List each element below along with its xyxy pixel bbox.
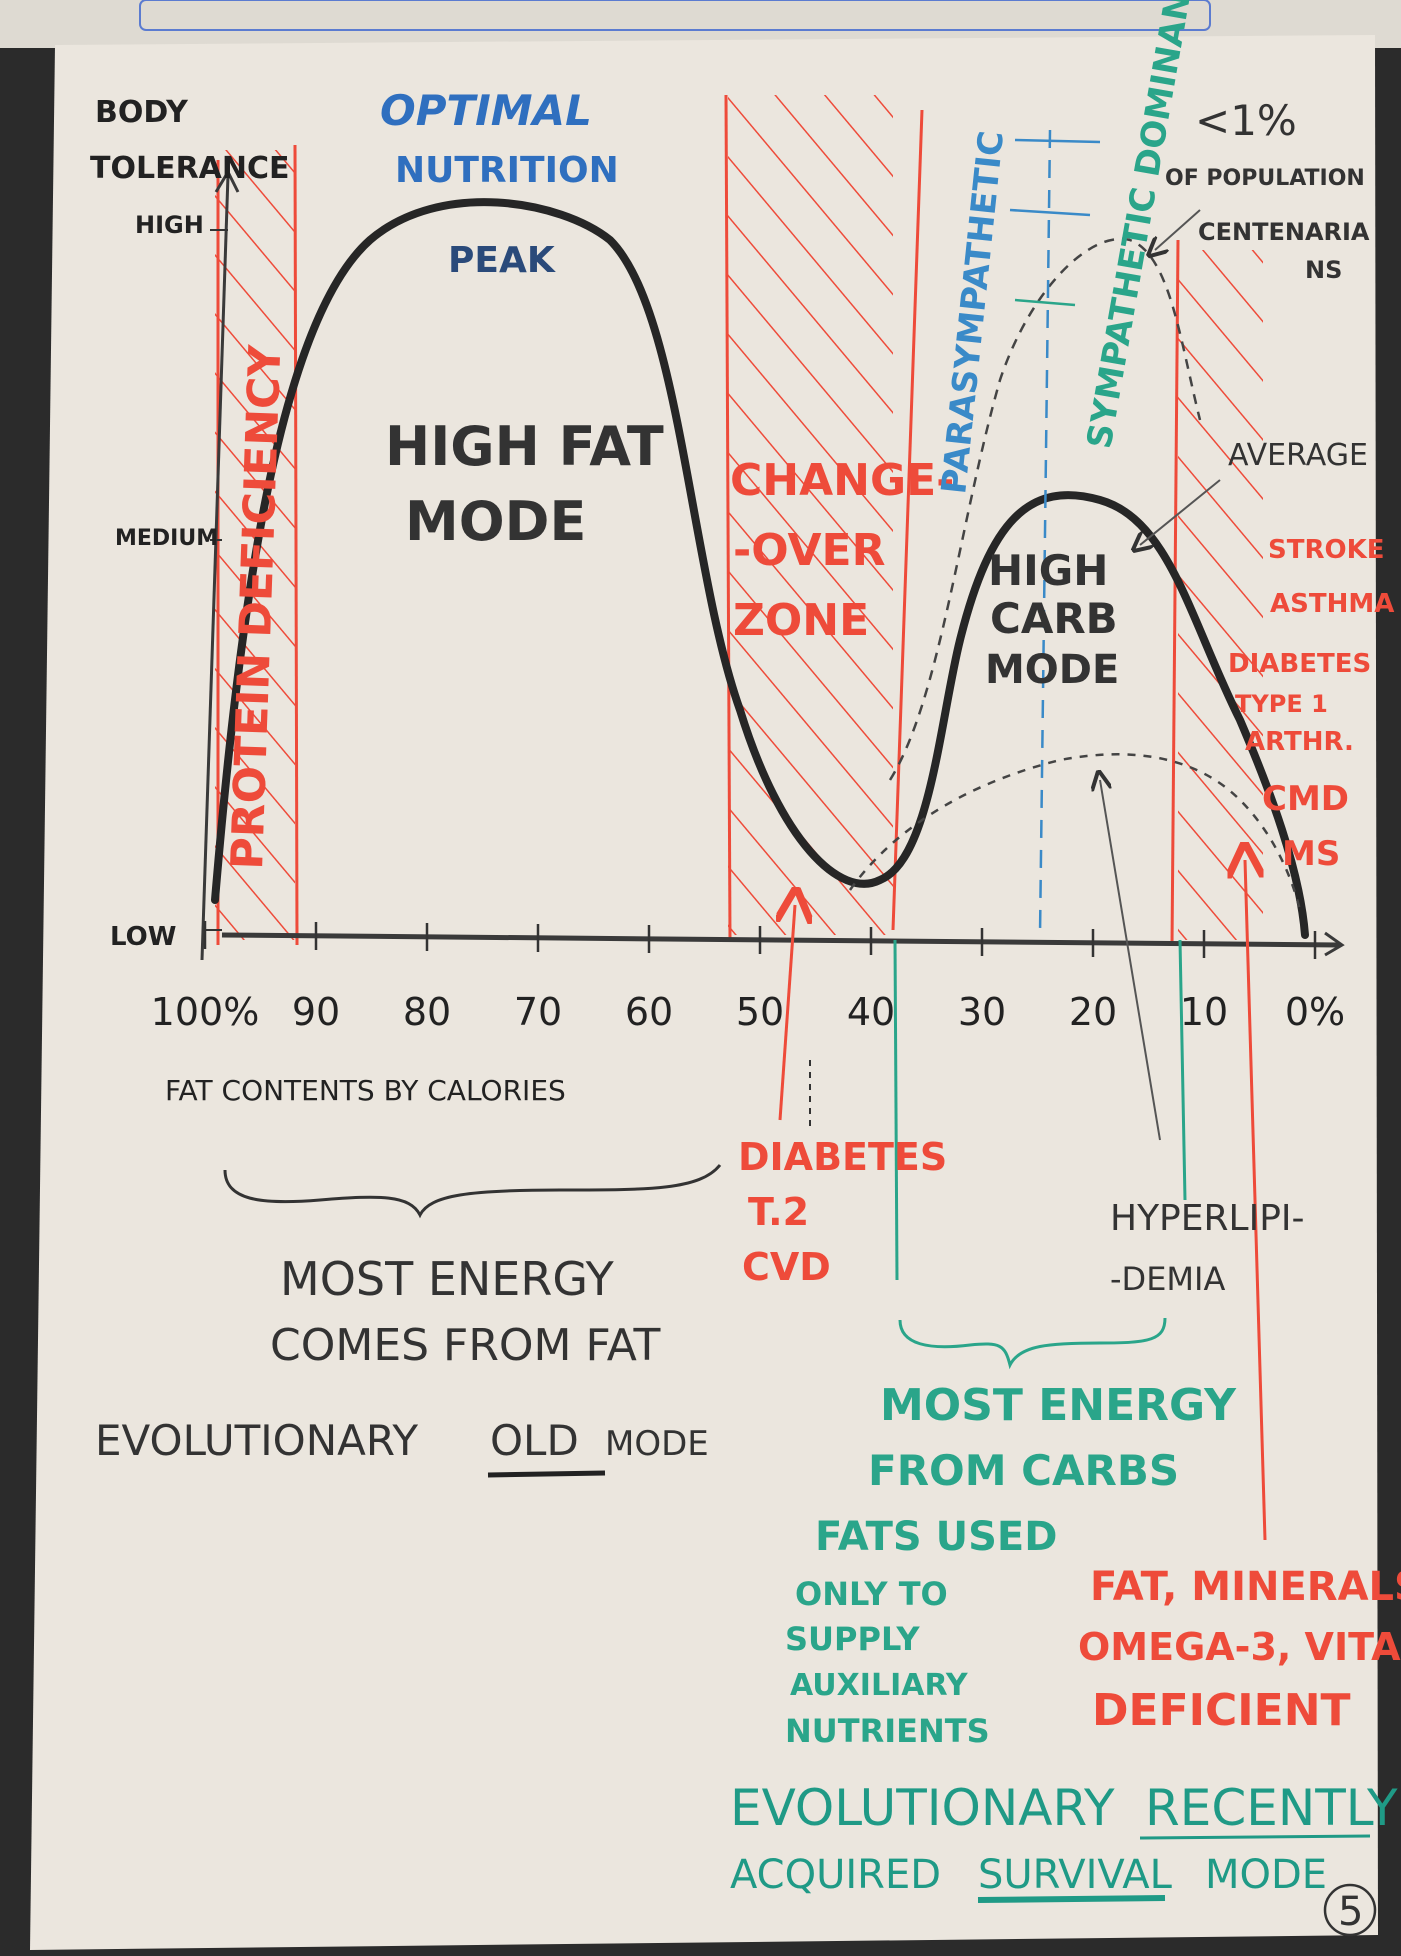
y-high-label: HIGH	[135, 211, 204, 239]
svg-text:ACQUIRED: ACQUIRED	[730, 1852, 941, 1898]
x-tick-label: 50	[736, 990, 784, 1034]
x-tick-label: 40	[847, 990, 895, 1034]
carb-range-left-line	[893, 939, 899, 1281]
svg-text:OMEGA-3, VITA.: OMEGA-3, VITA.	[1078, 1625, 1401, 1669]
svg-text:FATS USED: FATS USED	[815, 1514, 1057, 1560]
high-fat-label-line2: MODE	[405, 490, 586, 553]
changeover-label-line2: -OVER	[733, 525, 885, 576]
paper-sheet	[30, 35, 1378, 1950]
autonomic-balance-indicator	[1009, 129, 1101, 936]
main-tolerance-curve	[211, 198, 1309, 939]
svg-text:EVOLUTIONARY: EVOLUTIONARY	[95, 1416, 418, 1465]
centenarian-curve	[888, 237, 1202, 781]
x-tick-label: 80	[403, 990, 451, 1034]
fat-energy-label-line1: MOST ENERGY	[280, 1252, 615, 1306]
changeover-label-line1: CHANGE-	[730, 455, 954, 506]
page-number-badge: 5	[1323, 1883, 1377, 1937]
average-label: AVERAGE	[1228, 438, 1368, 473]
svg-text:RECENTLY: RECENTLY	[1145, 1779, 1398, 1837]
optimal-label-line1: OPTIMAL	[380, 86, 592, 135]
peak-label: PEAK	[448, 240, 556, 281]
hyperlipidemia-curve	[848, 753, 1302, 911]
carb-energy-label-line1: MOST ENERGY	[880, 1380, 1237, 1431]
x-tick-label: 100%	[151, 990, 260, 1034]
y-axis-title-line2: TOLERANCE	[90, 151, 290, 186]
centenarian-arrow	[1155, 209, 1201, 250]
diabetes-t2-label-line3: CVD	[742, 1245, 831, 1289]
svg-text:SURVIVAL: SURVIVAL	[978, 1852, 1173, 1898]
x-axis-ticks: 100% 90 80 70 60 50 40 30 20 10 0%	[151, 921, 1345, 1034]
svg-text:ONLY TO: ONLY TO	[795, 1575, 948, 1613]
disease-zone	[1178, 250, 1263, 940]
disease-item: CMD	[1262, 779, 1349, 819]
changeover-label-line3: ZONE	[733, 595, 869, 646]
deficient-note: FAT, MINERALS OMEGA-3, VITA. DEFICIENT	[1078, 1564, 1401, 1736]
y-axis	[200, 174, 230, 961]
axes	[200, 168, 1345, 961]
carb-range-right-line	[1178, 939, 1187, 1201]
changeover-zone	[728, 95, 893, 935]
y-medium-label: MEDIUM	[115, 526, 218, 551]
x-tick-label: 10	[1180, 990, 1228, 1034]
evolutionary-old-label: EVOLUTIONARY OLD MODE	[95, 1416, 709, 1478]
x-tick-label: 90	[292, 990, 340, 1034]
svg-text:NUTRIENTS: NUTRIENTS	[785, 1712, 990, 1750]
disease-item: TYPE 1	[1235, 690, 1328, 718]
evolutionary-recent-label: EVOLUTIONARY RECENTLY ACQUIRED SURVIVAL …	[730, 1779, 1398, 1903]
x-tick-label: 60	[625, 990, 673, 1034]
high-carb-label-line3: MODE	[985, 647, 1119, 693]
diabetes-t2-label-line2: T.2	[748, 1190, 809, 1234]
disease-item: MS	[1282, 834, 1340, 874]
svg-text:MODE: MODE	[1205, 1852, 1327, 1898]
carb-energy-label-line2: FROM CARBS	[868, 1446, 1179, 1495]
previous-page-edge	[139, 0, 1211, 31]
svg-text:MODE: MODE	[605, 1424, 709, 1464]
y-axis-title-line1: BODY	[95, 95, 189, 130]
hyperlipidemia-label-line1: HYPERLIPI-	[1110, 1198, 1305, 1239]
svg-text:AUXILIARY: AUXILIARY	[790, 1668, 969, 1703]
x-axis	[221, 932, 1341, 948]
x-tick-label: 30	[958, 990, 1006, 1034]
percent-population-label-line1: <1%	[1195, 96, 1297, 145]
centenarians-label-line2: NS	[1305, 256, 1342, 284]
high-carb-label-line1: HIGH	[988, 546, 1108, 595]
x-tick-label: 0%	[1285, 990, 1345, 1034]
diabetes-t2-label-line1: DIABETES	[738, 1135, 947, 1179]
disease-item: STROKE	[1268, 535, 1385, 565]
svg-text:5: 5	[1338, 1889, 1363, 1935]
svg-text:DEFICIENT: DEFICIENT	[1092, 1685, 1351, 1736]
svg-text:SUPPLY: SUPPLY	[785, 1620, 920, 1658]
optimal-label-line2: NUTRITION	[395, 150, 619, 191]
hyperlipidemia-arrow	[1100, 780, 1161, 1141]
high-fat-label-line1: HIGH FAT	[385, 415, 664, 478]
y-low-label: LOW	[110, 922, 176, 952]
carb-energy-brace	[898, 1317, 1167, 1370]
disease-list: STROKE ASTHMA DIABETES TYPE 1 ARTHR. CMD…	[1228, 535, 1394, 874]
x-tick-label: 20	[1069, 990, 1117, 1034]
fat-energy-label-line2: COMES FROM FAT	[270, 1320, 660, 1371]
svg-text:OLD: OLD	[490, 1416, 579, 1465]
x-axis-title: FAT CONTENTS BY CALORIES	[165, 1074, 566, 1107]
svg-text:FAT, MINERALS: FAT, MINERALS	[1090, 1564, 1401, 1610]
x-tick-label: 70	[514, 990, 562, 1034]
disease-item: DIABETES	[1228, 649, 1371, 679]
fats-used-note: FATS USED ONLY TO SUPPLY AUXILIARY NUTRI…	[785, 1514, 1057, 1750]
deficiency-arrow	[1245, 860, 1267, 1541]
fat-energy-brace	[223, 1164, 722, 1219]
disease-item: ASTHMA	[1270, 589, 1394, 619]
percent-population-label-line2: OF POPULATION	[1165, 166, 1365, 191]
hyperlipidemia-label-line2: -DEMIA	[1110, 1260, 1225, 1298]
svg-text:EVOLUTIONARY: EVOLUTIONARY	[730, 1779, 1115, 1837]
high-carb-label-line2: CARB	[990, 594, 1118, 643]
disease-item: ARTHR.	[1245, 727, 1354, 757]
average-arrow	[1140, 479, 1221, 545]
diabetes-t2-arrow	[780, 905, 795, 1121]
centenarians-label-line1: CENTENARIA	[1198, 218, 1370, 246]
